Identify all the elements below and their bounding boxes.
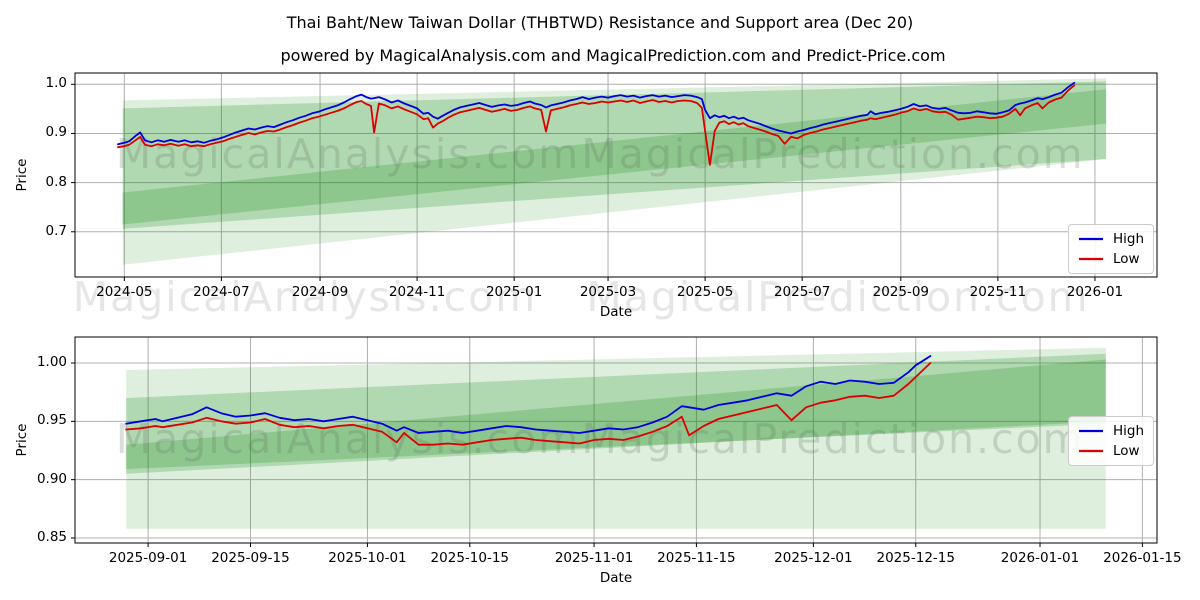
bottom-chart-ylabel: Price bbox=[14, 423, 30, 457]
support-resistance-band bbox=[126, 359, 1106, 474]
x-tick-label: 2025-09-01 bbox=[108, 550, 188, 566]
legend-label-high: High bbox=[1113, 231, 1145, 247]
y-tick-label: 1.00 bbox=[36, 354, 67, 370]
legend-item-high: High bbox=[1078, 421, 1144, 441]
support-resistance-band bbox=[122, 78, 1107, 265]
high-series-line bbox=[125, 355, 932, 434]
legend-item-low: Low bbox=[1078, 249, 1144, 269]
legend-label-low: Low bbox=[1113, 251, 1140, 267]
watermark-prediction: MagicalPrediction.com bbox=[586, 273, 1089, 321]
x-tick-label: 2025-07 bbox=[773, 284, 831, 300]
chart-title: Thai Baht/New Taiwan Dollar (THBTWD) Res… bbox=[286, 13, 914, 32]
high-line-swatch bbox=[1079, 429, 1103, 433]
x-tick-label: 2025-01 bbox=[485, 284, 543, 300]
legend-item-low: Low bbox=[1078, 441, 1144, 461]
high-series-line bbox=[117, 81, 1076, 146]
x-tick-label: 2024-09 bbox=[291, 284, 349, 300]
x-tick-label: 2025-12-15 bbox=[876, 550, 955, 566]
x-tick-label: 2025-05 bbox=[676, 284, 734, 300]
x-tick-label: 2024-07 bbox=[193, 284, 250, 300]
x-tick-label: 2025-10-15 bbox=[430, 550, 510, 566]
legend-label-high: High bbox=[1113, 423, 1145, 439]
legend-item-high: High bbox=[1078, 229, 1144, 249]
low-series-line bbox=[117, 84, 1076, 166]
y-tick-label: 0.85 bbox=[36, 528, 67, 545]
x-tick-label: 2025-09 bbox=[872, 284, 930, 300]
x-tick-label: 2025-03 bbox=[579, 284, 637, 300]
top-chart-legend: High Low bbox=[1068, 224, 1155, 274]
y-tick-label: 0.90 bbox=[36, 470, 67, 487]
support-resistance-band bbox=[126, 347, 1106, 529]
x-tick-label: 2025-10-01 bbox=[328, 550, 407, 566]
x-tick-label: 2026-01-01 bbox=[1000, 550, 1080, 566]
y-tick-label: 0.8 bbox=[45, 173, 67, 190]
x-tick-label: 2025-12-01 bbox=[774, 550, 853, 566]
y-tick-label: 0.7 bbox=[45, 222, 67, 239]
chart-subtitle: powered by MagicalAnalysis.com and Magic… bbox=[280, 46, 946, 65]
x-tick-label: 2026-01-15 bbox=[1103, 550, 1182, 566]
low-line-swatch bbox=[1079, 449, 1103, 453]
y-tick-label: 0.95 bbox=[36, 412, 67, 429]
bottom-chart-xlabel: Date bbox=[599, 570, 633, 586]
watermark-prediction: MagicalPrediction.com bbox=[581, 130, 1084, 178]
watermark-prediction: MagicalPrediction.com bbox=[581, 415, 1084, 463]
top-chart-xlabel: Date bbox=[599, 304, 633, 320]
legend-label-low: Low bbox=[1113, 443, 1140, 459]
x-tick-label: 2025-11 bbox=[969, 284, 1027, 300]
y-tick-label: 1.0 bbox=[45, 75, 67, 92]
x-tick-label: 2025-09-15 bbox=[211, 550, 290, 566]
x-tick-label: 2025-11-01 bbox=[554, 550, 634, 566]
x-tick-label: 2026-01 bbox=[1066, 284, 1124, 300]
watermark-analysis: MagicalAnalysis.com bbox=[116, 130, 581, 178]
support-resistance-band bbox=[122, 89, 1107, 225]
low-line-swatch bbox=[1079, 257, 1103, 261]
x-tick-label: 2025-11-15 bbox=[657, 550, 736, 566]
x-tick-label: 2024-11 bbox=[388, 284, 446, 300]
y-tick-label: 0.9 bbox=[45, 124, 67, 141]
high-line-swatch bbox=[1079, 237, 1103, 241]
bottom-chart-legend: High Low bbox=[1068, 416, 1155, 466]
watermark-analysis: MagicalAnalysis.com bbox=[73, 273, 538, 321]
x-tick-label: 2024-05 bbox=[96, 284, 153, 300]
support-resistance-band bbox=[122, 81, 1107, 229]
low-series-line bbox=[125, 362, 932, 446]
support-resistance-band bbox=[126, 353, 1106, 470]
